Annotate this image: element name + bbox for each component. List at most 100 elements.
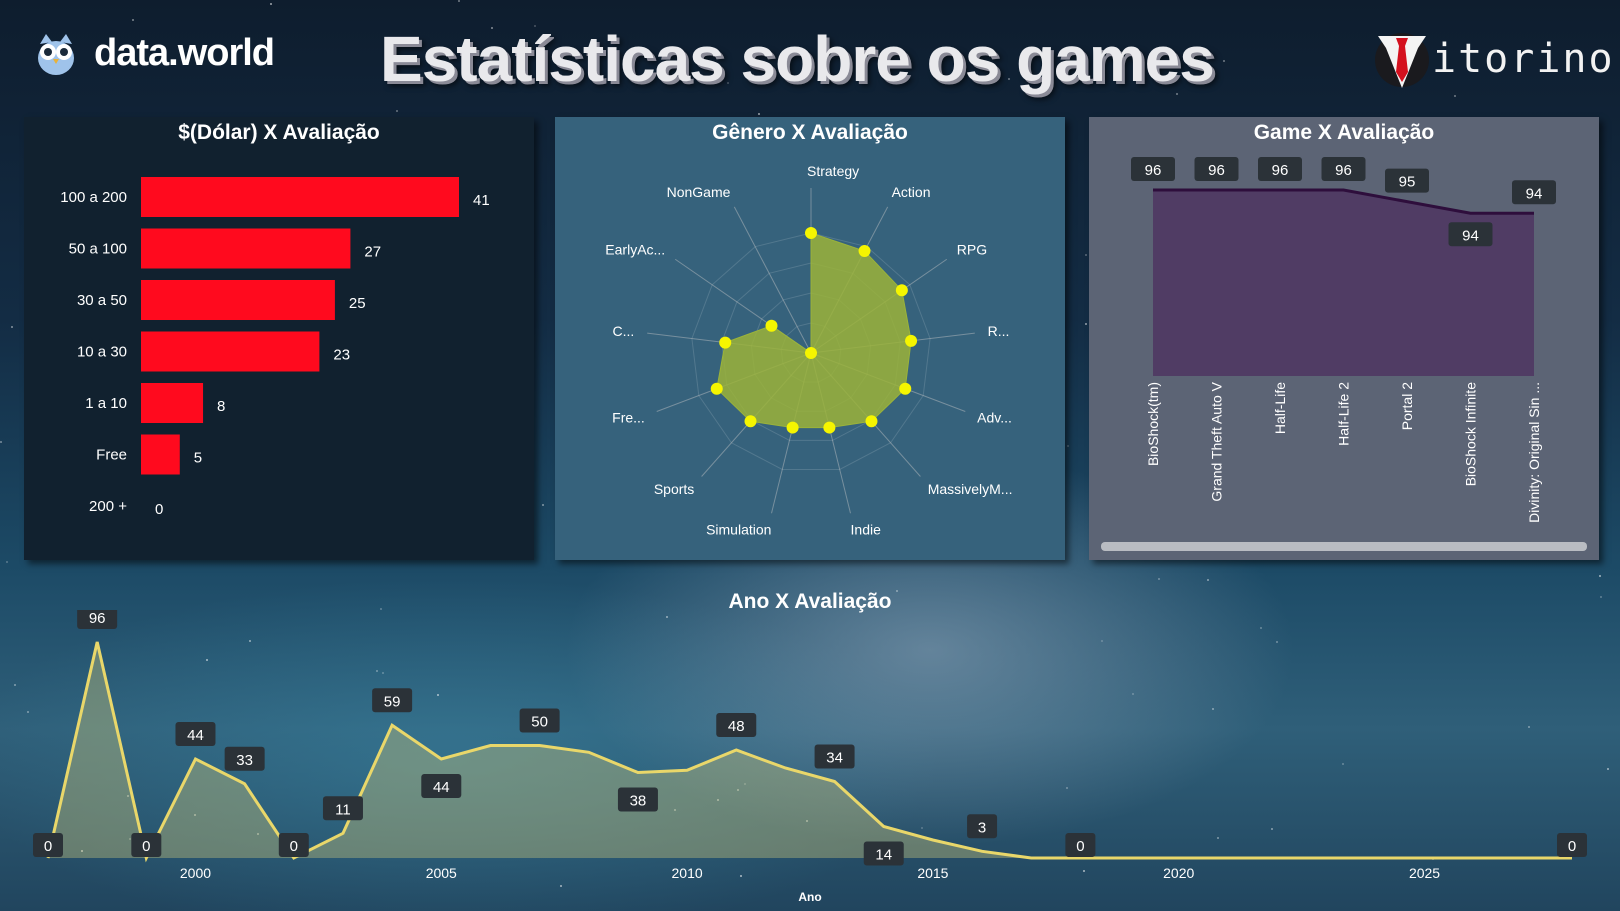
label-box: [1512, 180, 1556, 205]
radar-point: [765, 319, 778, 332]
horizontal-scrollbar: [1101, 542, 1587, 551]
year-area-fill: [48, 642, 1572, 858]
label-box: [175, 722, 216, 746]
genre-radar-chart: Strategy Action RPG R... Adv... MassivelyM...…: [605, 163, 1012, 538]
star: [1085, 323, 1088, 326]
dataworld-logo: data.world: [34, 30, 275, 76]
label-box: [224, 746, 265, 771]
label-text: 33: [236, 752, 253, 769]
game-data-label: 94: [1512, 180, 1556, 205]
year-data-label: 38: [617, 787, 658, 812]
bar: [141, 280, 335, 320]
game-category-label: Divinity: Original Sin ...: [1526, 382, 1542, 523]
bar-value-label: 25: [349, 295, 366, 312]
bar-value-label: 41: [473, 192, 490, 209]
star: [896, 590, 899, 593]
label-text: 44: [433, 779, 450, 796]
label-text: 59: [384, 693, 401, 710]
year-data-label: 44: [175, 722, 216, 746]
radar-point: [899, 382, 912, 395]
game-data-label: 96: [1131, 157, 1175, 181]
radar-axis-label: NonGame: [667, 184, 731, 200]
radar-area: [716, 232, 912, 429]
vitorino-logo: itorino: [1374, 28, 1615, 90]
label-box: [278, 833, 309, 857]
genre-rating-panel: Gênero X Avaliação Strategy Action RPG R...…: [555, 117, 1065, 560]
label-box: [716, 713, 757, 737]
game-category-label: Portal 2: [1399, 382, 1415, 430]
game-chart-title: Game X Avaliação: [1253, 121, 1435, 144]
bar-value-label: 5: [194, 450, 202, 467]
bar-category-label: Free: [96, 447, 127, 464]
label-text: 3: [978, 819, 986, 836]
year-tick-label: 2005: [426, 865, 457, 881]
star: [194, 813, 197, 816]
bar-category-label: 10 a 30: [77, 344, 127, 361]
bar-value-label: 27: [364, 244, 381, 261]
game-area-line: [1153, 188, 1534, 215]
star: [1217, 836, 1220, 839]
game-data-label: 96: [1321, 157, 1366, 181]
label-box: [33, 833, 63, 857]
label-text: 38: [630, 793, 647, 810]
star: [1067, 444, 1070, 447]
radar-axis-label: Adv...: [977, 410, 1012, 426]
game-category-label: BioShock Infinite: [1463, 382, 1479, 486]
label-text: 96: [1208, 162, 1225, 179]
star: [393, 46, 396, 49]
label-box: [131, 833, 162, 857]
label-box: [421, 774, 462, 798]
star: [1606, 767, 1609, 770]
star: [1007, 78, 1010, 81]
label-text: 14: [875, 847, 892, 864]
star: [205, 659, 208, 662]
star: [0, 440, 3, 443]
star: [13, 684, 16, 687]
game-area-fill: [1153, 190, 1534, 376]
radar-point: [823, 421, 836, 434]
star: [1085, 254, 1088, 257]
year-data-label: 96: [77, 610, 118, 629]
label-box: [1557, 833, 1587, 857]
year-chart-title: Ano X Avaliação: [728, 590, 892, 613]
radar-axis-label: EarlyAc...: [605, 242, 665, 258]
star: [269, 2, 272, 5]
year-data-label: 0: [278, 833, 309, 857]
label-text: 96: [1335, 162, 1352, 179]
bar-value-label: 0: [155, 501, 163, 518]
label-text: 0: [1568, 838, 1576, 855]
label-box: [1194, 157, 1239, 181]
game-data-label: 96: [1194, 157, 1239, 181]
star: [805, 820, 808, 823]
star: [27, 711, 29, 714]
star: [80, 849, 83, 852]
year-data-label: 0: [131, 833, 162, 857]
year-tick-label: 2010: [672, 865, 703, 881]
game-data-label: 95: [1385, 168, 1429, 193]
label-box: [1258, 157, 1302, 181]
radar-axis-label: R...: [988, 323, 1010, 339]
label-box: [1131, 157, 1175, 181]
radar-point: [786, 421, 799, 434]
label-text: 96: [1272, 162, 1289, 179]
star: [5, 560, 8, 563]
label-text: 96: [1145, 162, 1162, 179]
star: [1082, 869, 1085, 872]
label-box: [77, 610, 118, 629]
bar-category-label: 200 +: [89, 498, 127, 515]
bar: [141, 331, 320, 372]
year-data-label: 0: [1557, 833, 1587, 857]
bar: [141, 383, 204, 423]
label-text: 44: [187, 727, 204, 744]
label-box: [1321, 157, 1366, 181]
star: [580, 69, 583, 72]
year-data-label: 50: [519, 708, 560, 733]
year-data-label: 34: [814, 744, 855, 769]
label-box: [322, 796, 363, 821]
label-text: 50: [531, 714, 548, 731]
game-rating-panel: Game X Avaliação 96 BioShock(tm) 96 Grand T…: [1089, 117, 1599, 560]
star: [1341, 763, 1344, 766]
radar-point: [719, 336, 732, 349]
bar-value-label: 8: [217, 398, 225, 415]
radar-point: [905, 334, 918, 347]
